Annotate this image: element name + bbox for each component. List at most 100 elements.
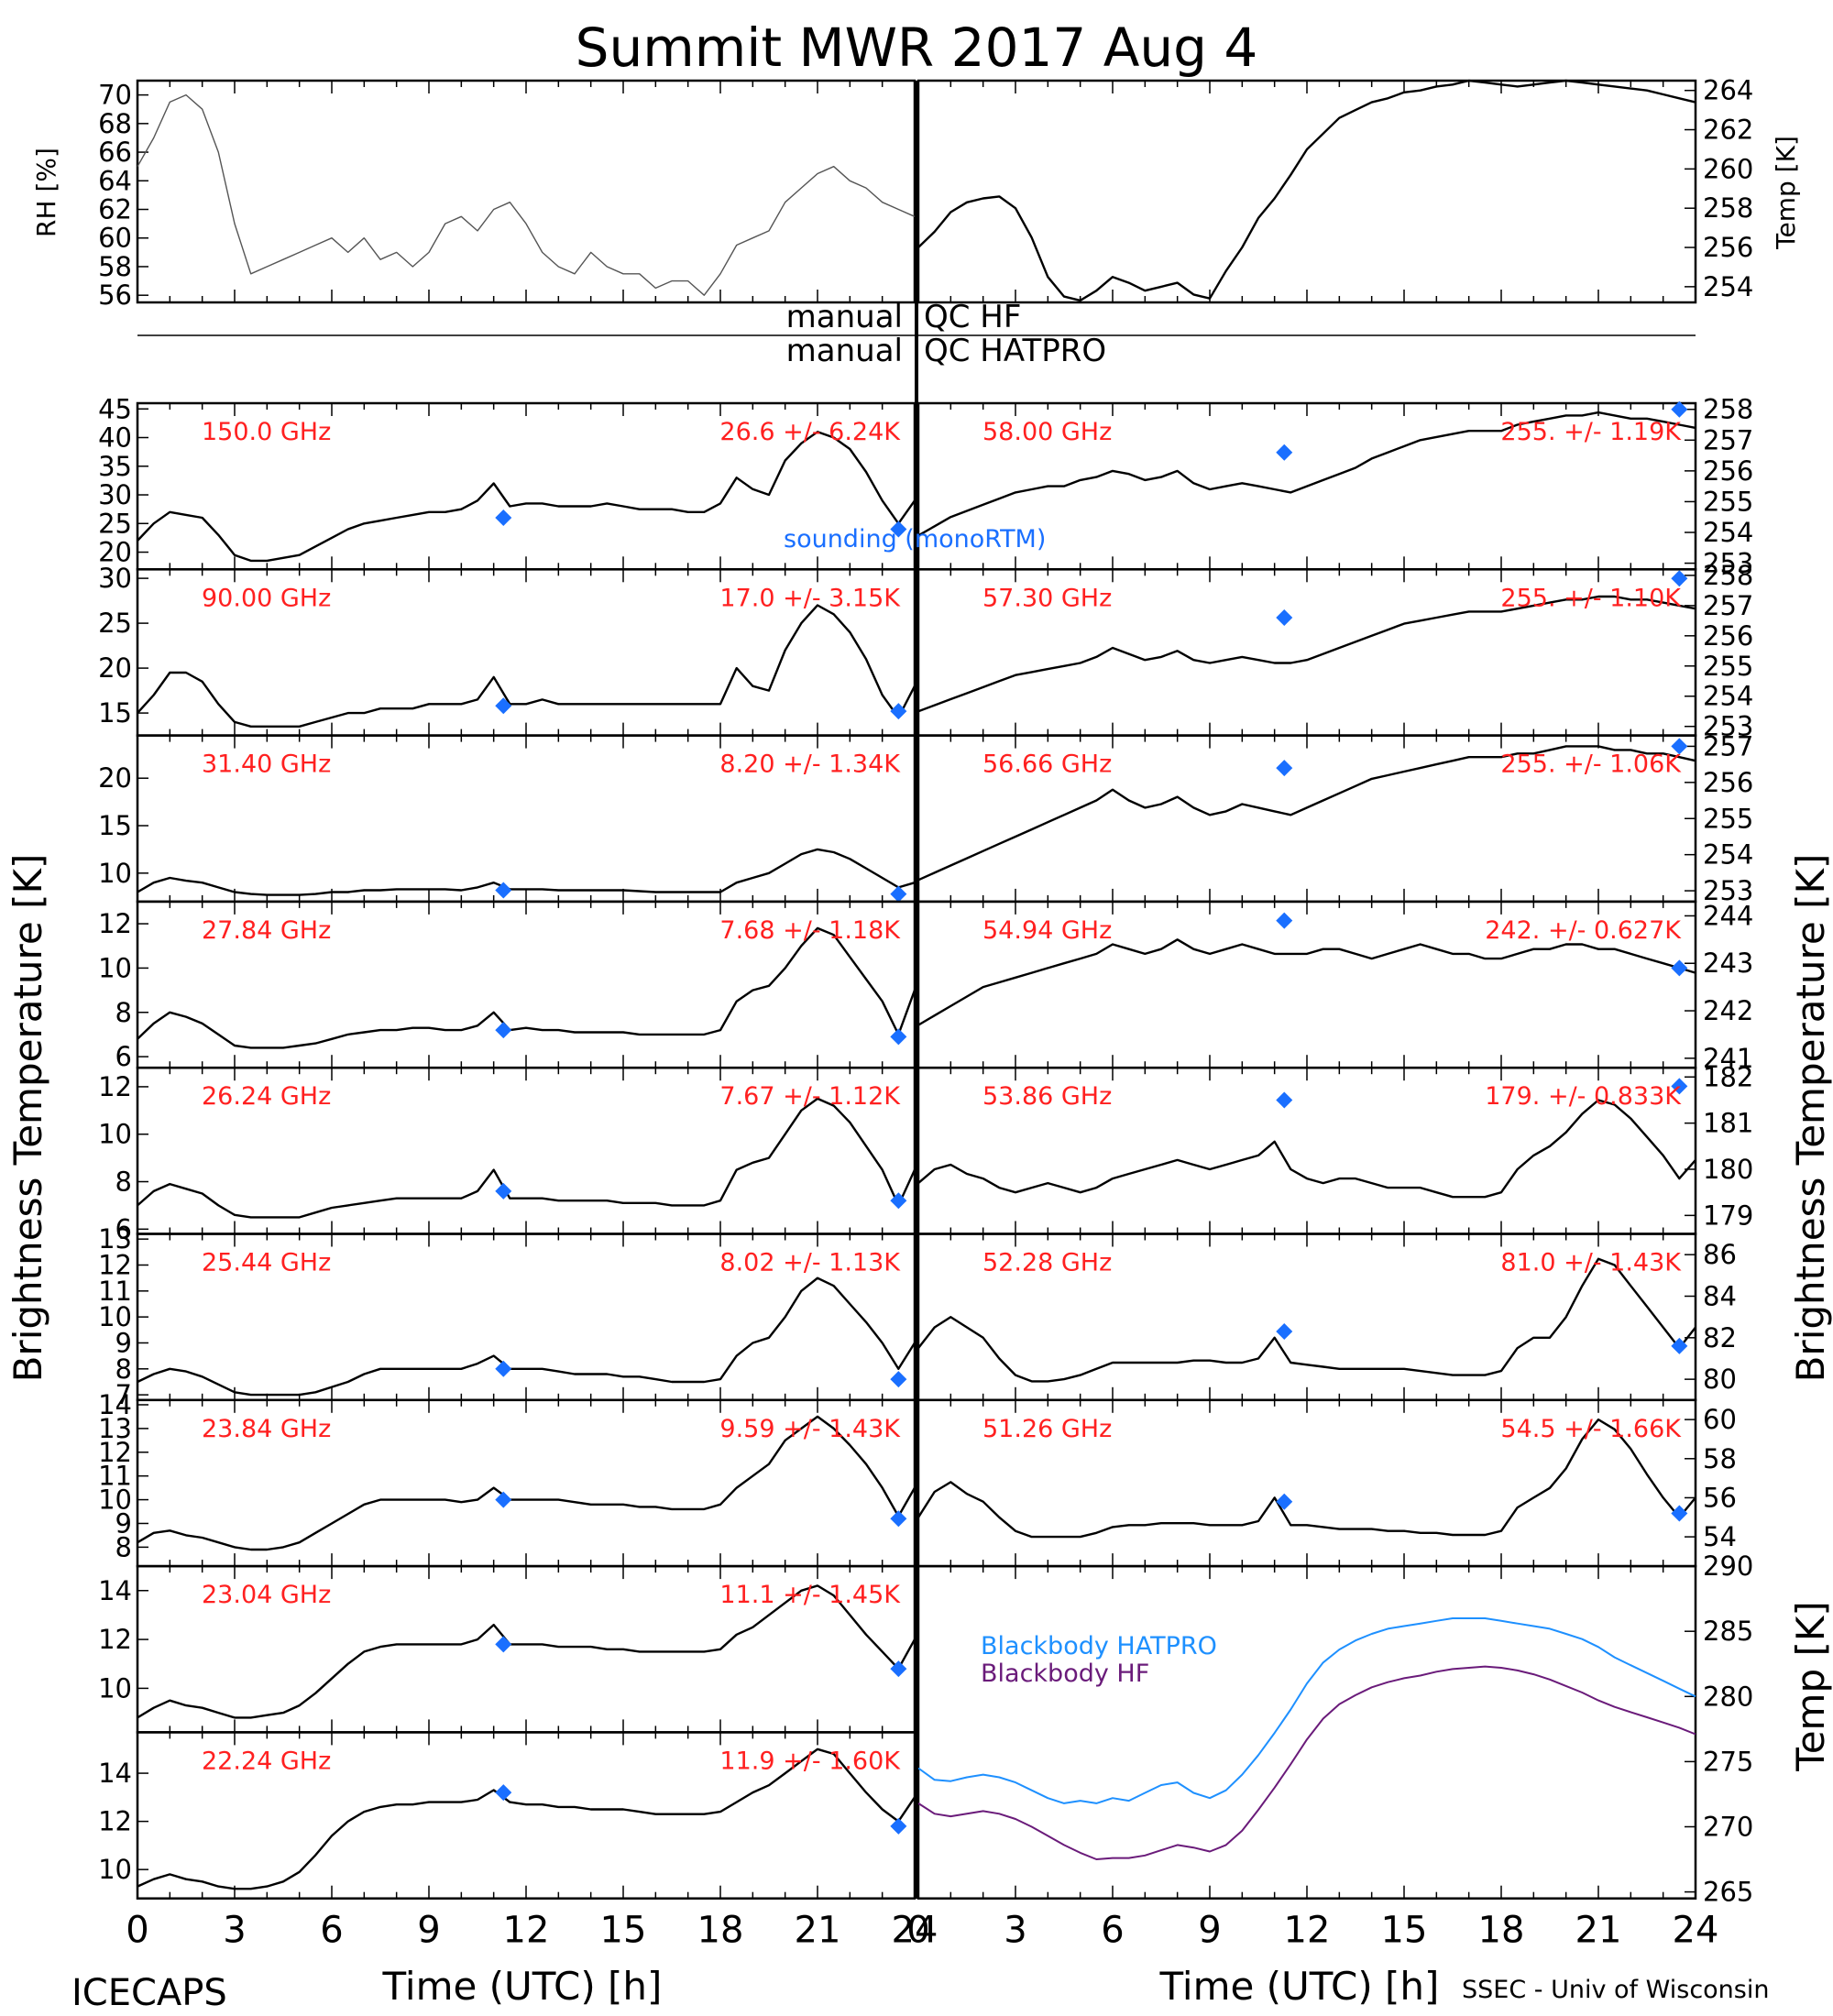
y-tick-label: 30 <box>98 563 132 594</box>
footer-icecaps: ICECAPS <box>71 1972 227 2014</box>
y-tick-label: 10 <box>98 1485 132 1516</box>
series-line-ch5494 <box>917 938 1696 1026</box>
y-tick-label: 181 <box>1703 1108 1753 1139</box>
y-tick-label: 179 <box>1703 1200 1753 1231</box>
y-tick-label: 60 <box>98 223 132 254</box>
sounding-point <box>890 1510 907 1528</box>
y-tick-label: 253 <box>1703 875 1753 906</box>
panel-ch5386: 179 180 181 182 53.86 GHz 179. +/- 0.833K <box>916 1061 1753 1235</box>
sounding-point <box>1276 912 1293 929</box>
sounding-point <box>890 1817 907 1835</box>
sounding-point <box>1276 609 1293 627</box>
panel-frame-temp <box>916 79 1697 304</box>
y-tick-label: 62 <box>98 194 132 225</box>
sounding-point <box>890 1371 907 1388</box>
y-tick-label: 254 <box>1703 271 1753 302</box>
sounding-point <box>1671 959 1688 977</box>
stat-label: 255. +/- 1.19K <box>1500 418 1682 446</box>
y-tick-label: 6 <box>115 1213 132 1244</box>
xlabel-left: Time (UTC) [h] <box>382 1964 663 2009</box>
sounding-point <box>890 885 907 903</box>
x-tick-label: 15 <box>1381 1910 1428 1952</box>
panel-ch2224: 10 12 14 22.24 GHz 11.9 +/- 1.60K <box>98 1731 916 1900</box>
y-tick-label: 13 <box>98 1413 132 1444</box>
y-tick-label: 56 <box>98 279 132 311</box>
freq-label: 26.24 GHz <box>202 1082 331 1111</box>
series-line-ch5228 <box>917 1257 1696 1383</box>
y-tick-label: 180 <box>1703 1154 1753 1185</box>
sounding-point <box>890 1192 907 1210</box>
y-tick-label: 11 <box>98 1276 132 1307</box>
x-tick-label: 6 <box>320 1910 343 1952</box>
y-tick-label: 12 <box>98 1624 132 1655</box>
bb-legend: Blackbody HATPRO Blackbody HF <box>981 1632 1217 1688</box>
freq-label: 90.00 GHz <box>202 584 331 612</box>
x-tick-label: 21 <box>1575 1910 1622 1952</box>
freq-label: 53.86 GHz <box>982 1082 1112 1111</box>
panel-ch5126: 54 56 58 60 51.26 GHz 54.5 +/- 1.66K <box>916 1398 1737 1568</box>
y-tick-label: 275 <box>1703 1746 1753 1777</box>
x-tick-label: 3 <box>223 1910 246 1952</box>
freq-label: 57.30 GHz <box>982 584 1112 612</box>
y-tick-label: 58 <box>1703 1443 1737 1474</box>
y-tick-label: 264 <box>1703 75 1753 106</box>
y-tick-label: 256 <box>1703 767 1753 798</box>
xlabel-right: Time (UTC) [h] <box>1159 1964 1440 2009</box>
ylabel-rh: RH [%] <box>31 148 61 237</box>
x-tick-label: 24 <box>892 1910 938 1952</box>
y-tick-label: 12 <box>98 908 132 939</box>
series-line-ch5666 <box>917 745 1696 882</box>
stat-label: 81.0 +/- 1.43K <box>1500 1249 1682 1277</box>
panel-ch2304: 10 12 14 23.04 GHz 11.1 +/- 1.45K <box>98 1564 916 1734</box>
sounding-point <box>1276 1493 1293 1510</box>
y-tick-label: 12 <box>98 1437 132 1468</box>
x-tick-label: 12 <box>1284 1910 1331 1952</box>
y-tick-label: 255 <box>1703 486 1753 517</box>
y-tick-label: 257 <box>1703 424 1753 455</box>
y-tick-label: 254 <box>1703 517 1753 548</box>
series-line-ch5730 <box>917 595 1696 713</box>
y-tick-label: 30 <box>98 479 132 510</box>
sounding-point <box>495 1022 512 1039</box>
freq-label: 150.0 GHz <box>202 418 331 446</box>
y-tick-label: 25 <box>98 508 132 539</box>
y-tick-label: 86 <box>1703 1239 1737 1270</box>
y-tick-label: 241 <box>1703 1043 1753 1074</box>
y-tick-label: 15 <box>98 697 132 729</box>
sounding-point <box>890 703 907 720</box>
y-tick-label: 11 <box>98 1461 132 1492</box>
y-tick-label: 14 <box>98 1575 132 1606</box>
series-line-ch2384 <box>137 1415 916 1551</box>
y-tick-label: 253 <box>1703 548 1753 579</box>
sounding-point <box>890 1660 907 1678</box>
y-tick-label: 258 <box>1703 192 1753 224</box>
y-tick-label: 257 <box>1703 730 1753 761</box>
y-tick-label: 66 <box>98 137 132 168</box>
x-tick-label: 9 <box>1198 1910 1221 1952</box>
y-tick-label: 8 <box>115 997 132 1028</box>
ylabel-left: Brightness Temperature [K] <box>5 854 50 1383</box>
stat-label: 255. +/- 1.06K <box>1500 751 1682 779</box>
series-line-bb-0 <box>917 1617 1696 1804</box>
series-line-ch5126 <box>916 1418 1696 1539</box>
stat-label: 8.20 +/- 1.34K <box>719 751 901 779</box>
series-line-temp <box>917 79 1696 302</box>
series-line-ch2624 <box>137 1097 916 1219</box>
legend-sounding: sounding (monoRTM) <box>784 525 1046 553</box>
y-tick-label: 12 <box>98 1249 132 1280</box>
panels: 5658606264666870254256258260262264202530… <box>98 75 1753 1952</box>
sounding-point <box>1276 760 1293 777</box>
series-line-ch3140 <box>137 848 916 896</box>
y-tick-label: 290 <box>1703 1550 1753 1582</box>
y-tick-label: 285 <box>1703 1616 1753 1647</box>
y-tick-label: 10 <box>98 952 132 983</box>
freq-label: 25.44 GHz <box>202 1249 331 1277</box>
stat-label: 7.68 +/- 1.18K <box>719 916 901 945</box>
y-tick-label: 13 <box>98 1223 132 1255</box>
sounding-point <box>495 1491 512 1508</box>
sounding-point <box>1671 1337 1688 1354</box>
series-line-bb-1 <box>917 1665 1696 1860</box>
y-tick-label: 56 <box>1703 1482 1737 1513</box>
y-tick-label: 255 <box>1703 803 1753 834</box>
sounding-point <box>495 1182 512 1200</box>
